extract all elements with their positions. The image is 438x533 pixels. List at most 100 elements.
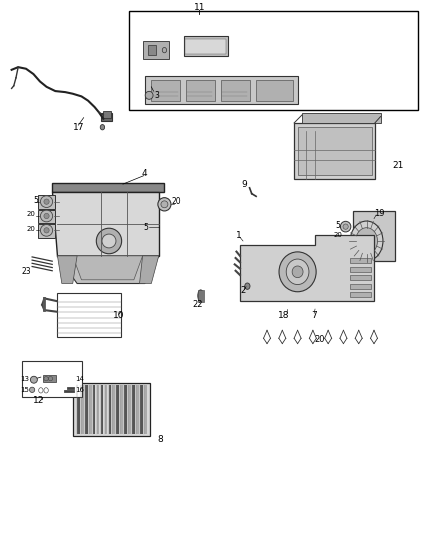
- Bar: [136, 384, 139, 434]
- Polygon shape: [57, 256, 77, 284]
- Bar: [97, 384, 99, 434]
- Text: 15: 15: [20, 387, 29, 393]
- Bar: [124, 384, 127, 434]
- Text: 22: 22: [192, 300, 202, 309]
- Ellipse shape: [198, 290, 204, 302]
- Bar: [81, 384, 84, 434]
- Bar: [38, 209, 55, 223]
- Bar: [73, 383, 150, 435]
- Text: 5: 5: [144, 223, 148, 232]
- Bar: [103, 111, 111, 118]
- Polygon shape: [240, 235, 374, 301]
- Bar: [294, 123, 375, 179]
- Bar: [21, 361, 82, 397]
- Bar: [221, 80, 250, 101]
- Text: 20: 20: [334, 232, 343, 238]
- Bar: [117, 384, 119, 434]
- Text: 16: 16: [75, 387, 84, 393]
- Ellipse shape: [40, 196, 53, 207]
- Text: 5: 5: [336, 221, 341, 230]
- Polygon shape: [57, 256, 159, 284]
- Ellipse shape: [343, 224, 348, 229]
- Bar: [144, 384, 147, 434]
- Text: 1: 1: [236, 231, 241, 240]
- Bar: [256, 80, 293, 101]
- Ellipse shape: [245, 283, 250, 289]
- Ellipse shape: [102, 234, 116, 248]
- Bar: [101, 384, 103, 434]
- Ellipse shape: [44, 213, 49, 219]
- Bar: [113, 384, 115, 434]
- Ellipse shape: [292, 266, 303, 278]
- Ellipse shape: [350, 221, 383, 261]
- Bar: [184, 36, 228, 56]
- Text: 13: 13: [20, 376, 29, 382]
- Text: 20: 20: [314, 335, 325, 344]
- Text: 10: 10: [113, 311, 124, 320]
- Text: 19: 19: [374, 209, 385, 218]
- Bar: [62, 387, 73, 397]
- Text: 20: 20: [171, 197, 181, 206]
- Bar: [89, 384, 92, 434]
- Bar: [198, 290, 204, 302]
- Bar: [350, 266, 371, 272]
- Bar: [105, 384, 107, 434]
- Bar: [38, 195, 55, 209]
- Text: 4: 4: [141, 169, 147, 178]
- Bar: [350, 292, 371, 297]
- Text: 8: 8: [157, 435, 163, 444]
- Polygon shape: [52, 192, 159, 256]
- Text: 18: 18: [278, 311, 290, 320]
- Polygon shape: [145, 76, 297, 104]
- Bar: [151, 80, 180, 101]
- Ellipse shape: [145, 91, 153, 99]
- Bar: [52, 182, 163, 192]
- Ellipse shape: [161, 201, 168, 208]
- Text: 7: 7: [311, 311, 317, 320]
- Ellipse shape: [158, 198, 171, 211]
- Bar: [298, 127, 372, 175]
- Text: 9: 9: [241, 180, 247, 189]
- Bar: [302, 114, 381, 123]
- Bar: [350, 284, 371, 289]
- Text: 17: 17: [73, 123, 84, 132]
- Ellipse shape: [100, 125, 105, 130]
- Bar: [77, 384, 80, 434]
- Ellipse shape: [364, 238, 369, 244]
- Ellipse shape: [96, 228, 122, 254]
- Bar: [186, 80, 215, 101]
- Bar: [93, 384, 95, 434]
- Bar: [353, 211, 395, 261]
- Ellipse shape: [279, 252, 316, 292]
- Text: 21: 21: [392, 161, 404, 170]
- Bar: [120, 384, 123, 434]
- Bar: [101, 113, 112, 122]
- Text: 11: 11: [194, 3, 205, 12]
- Ellipse shape: [40, 224, 53, 236]
- Bar: [140, 384, 143, 434]
- Bar: [132, 384, 135, 434]
- Text: 20: 20: [27, 212, 35, 217]
- Bar: [143, 41, 169, 59]
- Text: 12: 12: [33, 396, 45, 405]
- Ellipse shape: [356, 228, 378, 254]
- Text: 20: 20: [27, 227, 35, 232]
- Bar: [185, 39, 226, 54]
- Text: 14: 14: [75, 376, 84, 382]
- Bar: [128, 384, 131, 434]
- Ellipse shape: [162, 47, 166, 53]
- Bar: [130, 11, 418, 110]
- Text: 3: 3: [155, 91, 159, 100]
- Ellipse shape: [286, 259, 309, 285]
- Bar: [57, 293, 121, 337]
- Bar: [148, 45, 155, 55]
- Bar: [350, 258, 371, 263]
- Bar: [109, 384, 111, 434]
- Bar: [38, 224, 55, 238]
- Ellipse shape: [340, 221, 351, 232]
- Ellipse shape: [29, 387, 35, 392]
- Polygon shape: [73, 256, 143, 280]
- Ellipse shape: [30, 376, 37, 383]
- Text: 2: 2: [240, 286, 246, 295]
- Ellipse shape: [44, 199, 49, 204]
